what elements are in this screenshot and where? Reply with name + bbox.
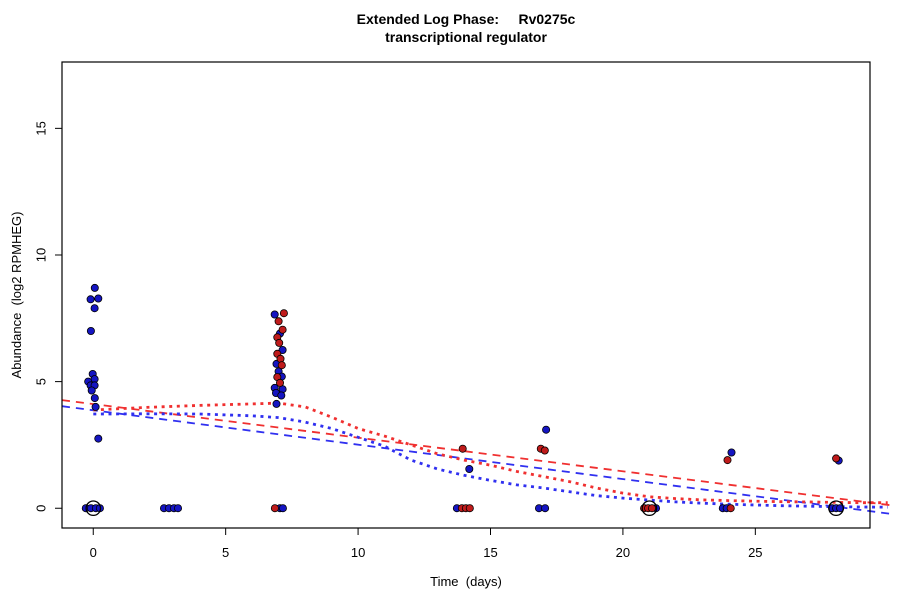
- y-tick-label: 10: [33, 248, 48, 262]
- y-axis-label: Abundance (log2 RPMHEG): [9, 211, 24, 379]
- zero-ring-icon: [85, 500, 102, 517]
- x-tick-label: 5: [222, 545, 229, 560]
- data-point: [270, 504, 279, 513]
- data-point: [540, 446, 549, 455]
- x-tick-label: 0: [90, 545, 97, 560]
- data-point: [727, 448, 736, 457]
- data-point: [272, 399, 281, 408]
- y-tick-label: 0: [33, 505, 48, 512]
- blue-dashed-trend: [61, 405, 891, 515]
- data-point: [541, 504, 550, 513]
- data-point: [275, 378, 284, 387]
- data-point: [275, 338, 284, 347]
- data-point: [274, 317, 283, 326]
- data-point: [94, 294, 103, 303]
- x-tick-label: 15: [483, 545, 497, 560]
- data-point: [542, 425, 551, 434]
- zero-ring-icon: [641, 500, 658, 517]
- red-dashed-trend: [61, 399, 891, 507]
- data-point: [87, 386, 96, 395]
- chart-subtitle: transcriptional regulator: [385, 29, 547, 45]
- plot-border: [61, 61, 871, 529]
- data-point: [278, 504, 287, 513]
- data-point: [276, 354, 285, 363]
- series-red-replicates: [270, 309, 841, 513]
- data-point: [173, 504, 182, 513]
- red-dotted-trend: [93, 401, 888, 505]
- data-point: [90, 394, 99, 403]
- data-point: [270, 310, 279, 319]
- data-point: [86, 326, 95, 335]
- chart-title: Extended Log Phase: Rv0275c: [356, 11, 576, 27]
- data-point: [278, 345, 287, 354]
- data-point: [723, 456, 732, 465]
- data-point: [458, 444, 467, 453]
- data-point: [90, 283, 99, 292]
- data-point: [94, 434, 103, 443]
- data-point: [465, 464, 474, 473]
- blue-dotted-trend: [93, 412, 888, 509]
- x-tick-label: 25: [748, 545, 762, 560]
- series-blue-dotted-trend: [93, 412, 888, 509]
- y-tick-label: 15: [33, 121, 48, 135]
- series-red-dotted-trend: [93, 401, 888, 505]
- x-tick-label: 10: [351, 545, 365, 560]
- y-tick-label: 5: [33, 378, 48, 385]
- x-tick-label: 20: [616, 545, 630, 560]
- axes: 0 5 10 15 20 25 0 5 10 15: [33, 121, 762, 560]
- series-zero-ring-markers: [85, 500, 844, 517]
- data-point: [832, 454, 841, 463]
- data-point: [648, 504, 657, 513]
- data-point: [90, 304, 99, 313]
- data-point: [465, 504, 474, 513]
- data-point: [278, 325, 287, 334]
- data-point: [726, 504, 735, 513]
- series-red-dashed-trend: [61, 399, 891, 507]
- data-point: [279, 309, 288, 318]
- series-blue-dashed-trend: [61, 405, 891, 515]
- series-blue-replicates: [81, 283, 845, 513]
- data-point: [277, 391, 286, 400]
- zero-ring-icon: [828, 500, 844, 517]
- data-point: [277, 361, 286, 370]
- x-axis-label: Time (days): [430, 574, 502, 589]
- data-point: [91, 402, 100, 411]
- data-point: [86, 295, 95, 304]
